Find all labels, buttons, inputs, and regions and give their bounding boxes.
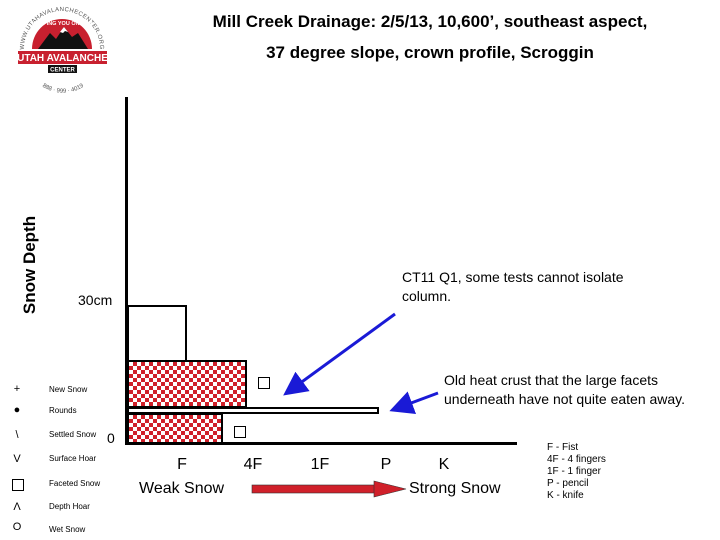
legend-settled-snow: Settled Snow — [49, 430, 97, 439]
crust-arrow — [389, 391, 439, 414]
heat-crust-layer — [127, 407, 379, 414]
y-axis-line — [125, 97, 128, 445]
logo-graphic: WWW.UTAHAVALANCHECENTER.ORG KEEPING YOU … — [17, 7, 108, 95]
x-tick-p: P — [380, 456, 392, 473]
annotation-heat-crust: Old heat crust that the large facets und… — [444, 372, 686, 407]
top-layer-fist — [127, 305, 187, 362]
x-axis-line — [125, 442, 517, 445]
title-line-1: Mill Creek Drainage: 2/5/13, 10,600’, so… — [212, 12, 648, 31]
legend-rounds: Rounds — [49, 406, 77, 415]
faceted-layer-upper — [127, 360, 247, 408]
strength-arrow — [251, 480, 407, 498]
title-line-2: 37 degree slope, crown profile, Scroggin — [266, 43, 594, 62]
faceted-symbol-upper — [258, 377, 270, 389]
legend-new-snow: New Snow — [49, 385, 88, 394]
hardness-key: F - Fist 4F - 4 fingers 1F - 1 finger P … — [547, 442, 697, 502]
faceted-snow-icon — [12, 479, 24, 491]
x-tick-k: K — [438, 456, 450, 473]
x-tick-4f: 4F — [243, 456, 263, 473]
logo-sub: CENTER — [50, 68, 75, 74]
strong-snow-label: Strong Snow — [409, 480, 501, 497]
key-pencil: P - pencil — [547, 478, 589, 489]
x-tick-1f: 1F — [310, 456, 330, 473]
faceted-symbol-lower — [234, 426, 246, 438]
wet-snow-icon: O — [12, 521, 22, 533]
legend-faceted-snow: Faceted Snow — [49, 479, 101, 488]
faceted-layer-lower — [127, 413, 223, 444]
y-tick-30cm: 30cm — [78, 292, 113, 308]
grain-legend: + New Snow ● Rounds \ Settled Snow V Sur… — [8, 380, 118, 540]
y-tick-0: 0 — [107, 430, 115, 446]
depth-hoar-icon: Λ — [13, 501, 21, 513]
settled-snow-icon: \ — [15, 429, 19, 441]
annotation-ct-result: CT11 Q1, some tests cannot isolate colum… — [402, 269, 624, 304]
weak-snow-label: Weak Snow — [139, 480, 225, 497]
x-tick-f: F — [177, 456, 187, 473]
legend-surface-hoar: Surface Hoar — [49, 454, 97, 463]
ct-arrow — [283, 312, 396, 396]
rounds-icon: ● — [13, 404, 21, 416]
utah-avalanche-center-logo: WWW.UTAHAVALANCHECENTER.ORG KEEPING YOU … — [10, 5, 115, 95]
legend-depth-hoar: Depth Hoar — [49, 502, 90, 511]
key-4-fingers: 4F - 4 fingers — [547, 454, 606, 465]
key-fist: F - Fist — [547, 442, 579, 453]
logo-name: UTAH AVALANCHE — [17, 53, 108, 64]
legend-wet-snow: Wet Snow — [49, 525, 86, 534]
surface-hoar-icon: V — [13, 453, 21, 465]
new-snow-icon: + — [13, 383, 21, 395]
logo-motto: KEEPING YOU ON TOP — [32, 21, 93, 27]
key-knife: K - knife — [547, 490, 584, 501]
key-1-finger: 1F - 1 finger — [547, 466, 601, 477]
